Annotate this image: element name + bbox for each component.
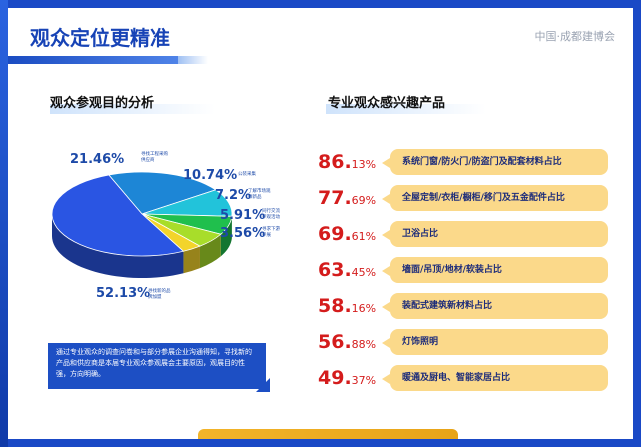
- product-label: 全屋定制/衣柜/橱柜/移门及五金配件占比: [382, 185, 608, 211]
- pie-desc-5: 寻求下游参展: [262, 227, 280, 238]
- pie-desc-6: 寻找新的品牌加盟: [148, 289, 171, 300]
- product-percent: 86.13%: [318, 151, 377, 173]
- pie-desc-3: 了解市场观察新品: [248, 189, 271, 200]
- pie-slice-side: [220, 216, 232, 257]
- product-label: 暖通及厨电、智能家居占比: [382, 365, 608, 391]
- pie-label-5: 3.56%: [220, 226, 266, 241]
- product-row: 56.88% 灯饰照明: [318, 328, 618, 358]
- product-percent: 77.69%: [318, 187, 377, 209]
- product-row: 58.16% 装配式建筑新材料占比: [318, 292, 618, 322]
- pie-label-6: 52.13%: [96, 286, 151, 301]
- pie-desc-4: 同行交流参观活动: [262, 209, 280, 220]
- pie-label-1: 21.46%: [70, 152, 125, 167]
- pie-slice-side: [183, 246, 200, 274]
- pie-slice-side: [52, 214, 184, 278]
- page-title: 观众定位更精准: [30, 26, 170, 50]
- product-percent: 63.45%: [318, 259, 377, 281]
- note-corner-decoration: [256, 378, 270, 392]
- product-label: 灯饰照明: [382, 329, 608, 355]
- product-row: 77.69% 全屋定制/衣柜/橱柜/移门及五金配件占比: [318, 184, 618, 214]
- pie-label-3: 7.2%: [215, 188, 252, 203]
- left-section-bar: [50, 104, 215, 114]
- product-row: 86.13% 系统门窗/防火门/防盗门及配套材料占比: [318, 148, 618, 178]
- product-row: 49.37% 暖通及厨电、智能家居占比: [318, 364, 618, 394]
- product-percent: 58.16%: [318, 295, 377, 317]
- right-section-bar: [326, 104, 486, 114]
- pie-label-4: 5.91%: [220, 208, 266, 223]
- product-label: 装配式建筑新材料占比: [382, 293, 608, 319]
- product-row: 63.45% 墙面/吊顶/地材/软装占比: [318, 256, 618, 286]
- product-row: 69.61% 卫浴占比: [318, 220, 618, 250]
- pie-slice-1: [108, 171, 217, 215]
- product-label: 系统门窗/防火门/防盗门及配套材料占比: [382, 149, 608, 175]
- pie-label-2: 10.74%: [183, 168, 238, 183]
- slide: 观众定位更精准 中国·成都建博会 观众参观目的分析 21.46% 寻找工程采购供…: [8, 8, 633, 439]
- right-section-title: 专业观众感兴趣产品: [328, 96, 446, 111]
- pie-slice-side: [199, 234, 221, 269]
- product-percent: 69.61%: [318, 223, 377, 245]
- left-edge-decoration: [0, 0, 8, 447]
- product-label: 卫浴占比: [382, 221, 608, 247]
- brand-text: 中国·成都建博会: [534, 30, 616, 43]
- title-underline-fade: [178, 56, 208, 64]
- analysis-note: 通过专业观众的调查问卷和与部分参展企业沟通得知，寻找新的产品和供应商是本届专业观…: [48, 343, 266, 389]
- product-percent: 56.88%: [318, 331, 377, 353]
- title-underline: [8, 56, 178, 64]
- left-section-title: 观众参观目的分析: [50, 96, 155, 111]
- product-label: 墙面/吊顶/地材/软装占比: [382, 257, 608, 283]
- pie-desc-2: 公装采集: [238, 172, 256, 177]
- pie-chart: [51, 171, 233, 278]
- product-percent: 49.37%: [318, 367, 377, 389]
- bottom-decoration: [198, 429, 458, 439]
- pie-slice-6: [51, 174, 185, 257]
- pie-desc-1: 寻找工程采购供应商: [141, 152, 168, 163]
